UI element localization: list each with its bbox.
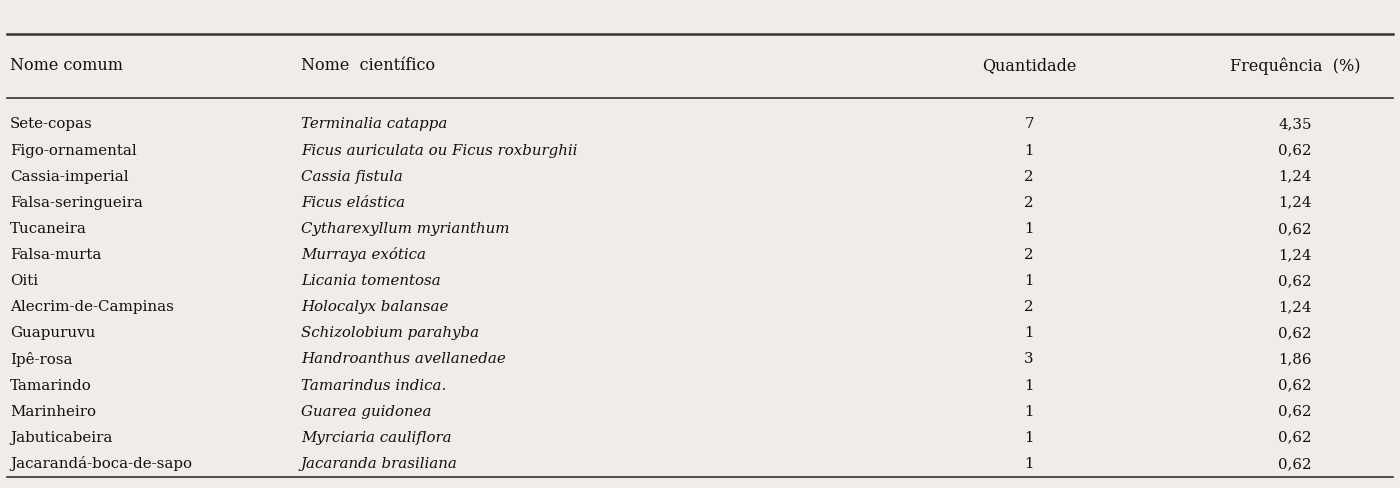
Text: Murraya exótica: Murraya exótica [301, 247, 426, 263]
Text: Cassia fistula: Cassia fistula [301, 170, 403, 183]
Text: Terminalia catappa: Terminalia catappa [301, 118, 448, 131]
Text: Figo-ornamental: Figo-ornamental [10, 143, 137, 158]
Text: Cytharexyllum myrianthum: Cytharexyllum myrianthum [301, 222, 510, 236]
Text: Ficus auriculata ou Ficus roxburghii: Ficus auriculata ou Ficus roxburghii [301, 143, 577, 158]
Text: Handroanthus avellanedae: Handroanthus avellanedae [301, 352, 505, 366]
Text: Alecrim-de-Campinas: Alecrim-de-Campinas [10, 300, 174, 314]
Text: 1,24: 1,24 [1278, 300, 1312, 314]
Text: Oiti: Oiti [10, 274, 38, 288]
Text: Nome  científico: Nome científico [301, 58, 435, 74]
Text: Licania tomentosa: Licania tomentosa [301, 274, 441, 288]
Text: Quantidade: Quantidade [981, 58, 1077, 74]
Text: 1: 1 [1025, 379, 1033, 392]
Text: 2: 2 [1025, 196, 1033, 210]
Text: Guarea guidonea: Guarea guidonea [301, 405, 431, 419]
Text: 1,86: 1,86 [1278, 352, 1312, 366]
Text: Sete-copas: Sete-copas [10, 118, 92, 131]
Text: Schizolobium parahyba: Schizolobium parahyba [301, 326, 479, 340]
Text: Ipê-rosa: Ipê-rosa [10, 352, 73, 367]
Text: Jacaranda brasiliana: Jacaranda brasiliana [301, 457, 458, 471]
Text: 1,24: 1,24 [1278, 170, 1312, 183]
Text: 2: 2 [1025, 248, 1033, 262]
Text: 1: 1 [1025, 326, 1033, 340]
Text: 1: 1 [1025, 457, 1033, 471]
Text: 0,62: 0,62 [1278, 405, 1312, 419]
Text: Tucaneira: Tucaneira [10, 222, 87, 236]
Text: Myrciaria cauliflora: Myrciaria cauliflora [301, 431, 452, 445]
Text: 2: 2 [1025, 300, 1033, 314]
Text: 2: 2 [1025, 170, 1033, 183]
Text: 1: 1 [1025, 405, 1033, 419]
Text: Tamarindo: Tamarindo [10, 379, 91, 392]
Text: Tamarindus indica.: Tamarindus indica. [301, 379, 447, 392]
Text: 7: 7 [1025, 118, 1033, 131]
Text: Ficus elástica: Ficus elástica [301, 196, 405, 210]
Text: 1: 1 [1025, 222, 1033, 236]
Text: 0,62: 0,62 [1278, 274, 1312, 288]
Text: 4,35: 4,35 [1278, 118, 1312, 131]
Text: 3: 3 [1025, 352, 1033, 366]
Text: 0,62: 0,62 [1278, 143, 1312, 158]
Text: 1: 1 [1025, 143, 1033, 158]
Text: Nome comum: Nome comum [10, 58, 123, 74]
Text: 1: 1 [1025, 431, 1033, 445]
Text: 1,24: 1,24 [1278, 196, 1312, 210]
Text: Cassia-imperial: Cassia-imperial [10, 170, 129, 183]
Text: 0,62: 0,62 [1278, 457, 1312, 471]
Text: Jacarandá-boca-de-sapo: Jacarandá-boca-de-sapo [10, 456, 192, 471]
Text: Falsa-murta: Falsa-murta [10, 248, 101, 262]
Text: Guapuruvu: Guapuruvu [10, 326, 95, 340]
Text: Frequência  (%): Frequência (%) [1229, 57, 1361, 75]
Text: Marinheiro: Marinheiro [10, 405, 95, 419]
Text: 0,62: 0,62 [1278, 379, 1312, 392]
Text: Holocalyx balansae: Holocalyx balansae [301, 300, 448, 314]
Text: 0,62: 0,62 [1278, 326, 1312, 340]
Text: Falsa-seringueira: Falsa-seringueira [10, 196, 143, 210]
Text: 0,62: 0,62 [1278, 431, 1312, 445]
Text: 1: 1 [1025, 274, 1033, 288]
Text: 1,24: 1,24 [1278, 248, 1312, 262]
Text: Jabuticabeira: Jabuticabeira [10, 431, 112, 445]
Text: 0,62: 0,62 [1278, 222, 1312, 236]
